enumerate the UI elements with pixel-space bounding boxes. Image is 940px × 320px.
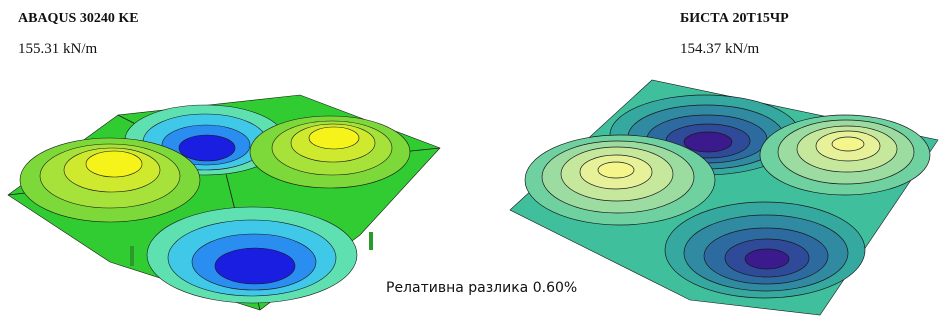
right-peak-right xyxy=(759,114,931,196)
right-peak-left xyxy=(524,134,716,226)
right-model-title: БИСТА 20T15ЧР xyxy=(680,11,789,26)
right-trough-bottom xyxy=(664,201,866,299)
left-support-edge xyxy=(130,246,134,266)
right-contour-plot xyxy=(509,79,939,316)
left-peak-left xyxy=(19,137,201,223)
left-contour-plot xyxy=(7,94,441,311)
left-trough-bottom xyxy=(146,206,358,304)
left-model-title: ABAQUS 30240 KE xyxy=(18,11,139,26)
left-support-edge xyxy=(369,232,373,250)
right-model-value: 154.37 kN/m xyxy=(680,41,760,57)
left-peak-right xyxy=(249,115,411,189)
left-model-value: 155.31 kN/m xyxy=(18,41,98,57)
relative-difference-label: Релативна разлика 0.60% xyxy=(386,280,578,296)
